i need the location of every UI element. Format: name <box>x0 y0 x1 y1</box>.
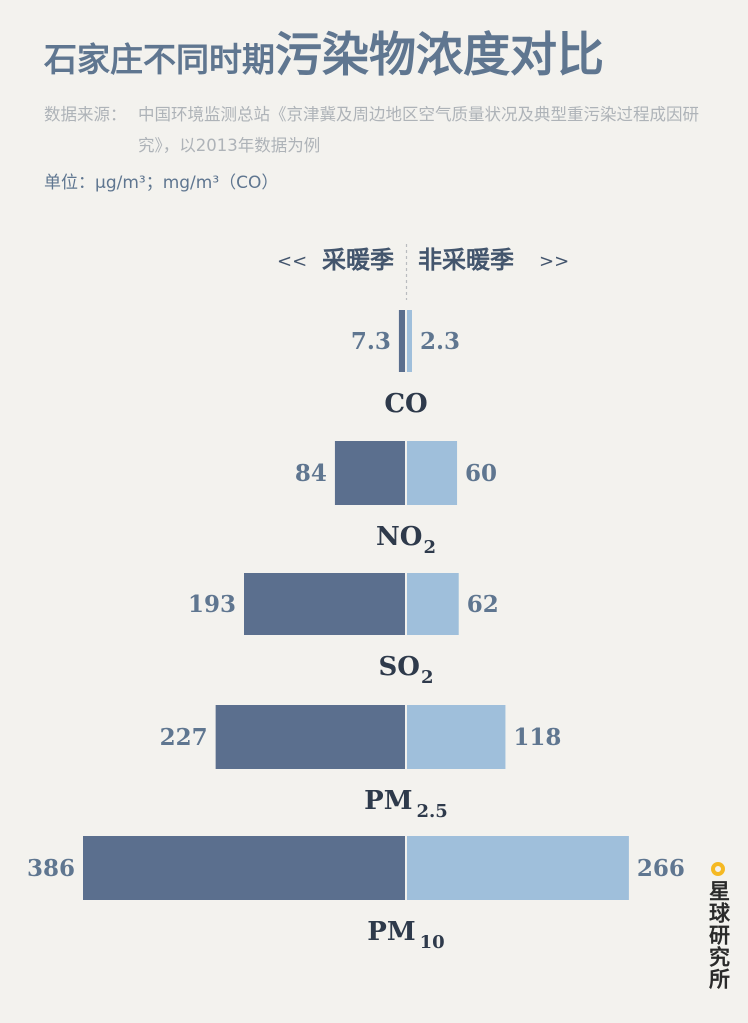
data-source: 数据来源： 中国环境监测总站《京津冀及周边地区空气质量状况及典型重污染过程成因研… <box>44 99 724 161</box>
bar-heating-so2 <box>244 573 405 635</box>
chart-title: 石家庄不同时期污染物浓度对比 <box>44 32 604 79</box>
bar-nonheating-pm10 <box>407 836 629 900</box>
value-label-heating-pm10: 386 <box>27 855 75 882</box>
legend-heating-season: 采暖季 <box>322 245 394 274</box>
brand-name: 星球研究所 <box>706 880 731 990</box>
title-part-1: 石家庄不同时期 <box>44 40 275 79</box>
brand-mark: 星球研究所 <box>704 862 732 990</box>
legend-right-arrow: >> <box>539 251 569 272</box>
value-label-heating-pm25: 227 <box>160 724 208 751</box>
bar-nonheating-no2 <box>407 441 458 505</box>
category-label-co: CO <box>384 389 427 419</box>
category-label-pm10: PM 10 <box>367 917 444 953</box>
bar-nonheating-co <box>407 310 412 372</box>
bar-nonheating-pm25 <box>407 705 506 769</box>
category-label-pm25: PM 2.5 <box>364 786 448 822</box>
bar-heating-co <box>398 310 405 372</box>
value-label-nonheating-pm10: 266 <box>637 855 685 882</box>
category-label-so2: SO2 <box>379 652 434 688</box>
legend-nonheating-season: 非采暖季 <box>418 245 514 274</box>
value-label-heating-co: 7.3 <box>351 328 391 355</box>
value-label-heating-no2: 84 <box>295 460 327 487</box>
unit-note: 单位：μg/m³；mg/m³（CO） <box>44 173 279 193</box>
value-label-nonheating-pm25: 118 <box>513 724 561 751</box>
bar-nonheating-so2 <box>407 573 459 635</box>
brand-logo-icon <box>711 862 725 876</box>
value-label-nonheating-co: 2.3 <box>420 328 460 355</box>
bar-heating-pm10 <box>83 836 405 900</box>
bar-heating-pm25 <box>215 705 405 769</box>
title-part-2: 污染物浓度对比 <box>275 28 604 83</box>
bar-heating-no2 <box>334 441 405 505</box>
category-label-no2: NO2 <box>376 522 436 558</box>
bars-group: 7.3 2.3 CO 84 60 NO2 193 62 SO2 227 118 PM 2.5 386 266… <box>27 310 685 953</box>
legend-left-arrow: << <box>277 251 307 272</box>
value-label-nonheating-so2: 62 <box>467 591 499 618</box>
source-text: 中国环境监测总站《京津冀及周边地区空气质量状况及典型重污染过程成因研究》，以20… <box>138 105 699 155</box>
value-label-heating-so2: 193 <box>188 591 236 618</box>
source-label: 数据来源： <box>44 105 127 124</box>
value-label-nonheating-no2: 60 <box>465 460 497 487</box>
